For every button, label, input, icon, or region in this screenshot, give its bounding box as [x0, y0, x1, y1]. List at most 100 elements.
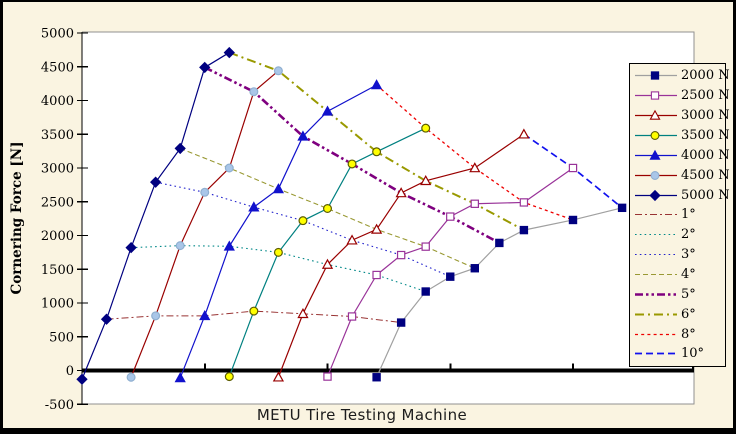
marker-2000-n	[495, 238, 504, 248]
legend-sample-2deg	[635, 234, 677, 236]
marker-4000-n	[223, 240, 235, 251]
legend-marker-4000-n	[649, 149, 661, 160]
legend-sample-2500-n	[635, 91, 677, 100]
marker-3500-n	[323, 204, 333, 214]
legend-sample-6deg	[635, 313, 677, 316]
y-tick-label: 500	[49, 330, 74, 345]
legend-item-2deg: 2°	[634, 226, 724, 244]
marker-3500-n	[224, 372, 234, 382]
marker-4000-n	[321, 105, 334, 116]
legend-item-2500-n: 2500 N	[634, 87, 730, 105]
marker-4500-n	[151, 311, 161, 321]
plot-area	[82, 32, 694, 404]
y-axis-title: Cornering Force [N]	[9, 141, 25, 295]
marker-3500-n	[347, 159, 357, 169]
legend-sample-3500-n	[635, 131, 677, 140]
marker-2000-n	[421, 287, 430, 296]
legend-marker-3500-n	[650, 131, 660, 140]
marker-5000-n	[100, 313, 113, 325]
marker-3000-n	[518, 128, 530, 139]
marker-4500-n	[249, 87, 259, 97]
marker-2000-n	[396, 318, 406, 327]
marker-2500-n	[519, 198, 529, 207]
marker-3500-n	[298, 216, 308, 226]
legend-item-6deg: 6°	[634, 305, 724, 323]
legend-sample-3deg	[635, 254, 677, 256]
marker-4000-n	[248, 201, 260, 212]
legend-sample-10deg	[635, 353, 677, 355]
legend-label-3000-n: 3000 N	[681, 108, 730, 124]
legend-label-2deg: 2°	[681, 227, 696, 243]
legend-item-4500-n: 4500 N	[634, 166, 730, 184]
marker-5000-n	[76, 373, 88, 385]
legend-item-10deg: 10°	[634, 345, 724, 363]
legend-marker-2500-n	[650, 91, 660, 100]
y-tick-label: 1500	[41, 263, 74, 278]
marker-2500-n	[396, 250, 406, 260]
legend-item-5deg: 5°	[634, 285, 724, 303]
marker-4500-n	[200, 187, 210, 197]
marker-3500-n	[249, 306, 259, 316]
marker-4000-n	[272, 183, 285, 194]
marker-3500-n	[372, 147, 382, 157]
marker-5000-n	[150, 176, 162, 188]
marker-2000-n	[519, 225, 529, 235]
legend-marker-2000-n	[650, 71, 660, 81]
marker-3000-n	[370, 223, 383, 234]
y-tick-label: 4500	[41, 60, 74, 75]
x-axis-title: METU Tire Testing Machine	[256, 406, 468, 424]
marker-3000-n	[395, 187, 407, 198]
marker-4000-n	[174, 372, 186, 383]
legend-sample-8deg	[635, 333, 677, 335]
legend-label-4500-n: 4500 N	[681, 167, 730, 183]
legend-item-5000-n: 5000 N	[634, 186, 730, 204]
legend-item-3000-n: 3000 N	[634, 107, 730, 125]
legend-sample-4000-n	[635, 149, 677, 160]
marker-2500-n	[470, 199, 480, 208]
angle-line-8deg	[376, 84, 574, 221]
legend-sample-2000-n	[635, 71, 677, 81]
marker-3000-n	[420, 174, 432, 186]
marker-2000-n	[617, 203, 627, 213]
y-tick-label: 2500	[41, 195, 74, 210]
legend-sample-5deg	[635, 293, 677, 296]
marker-3500-n	[421, 123, 431, 133]
marker-2000-n	[372, 373, 381, 382]
marker-4500-n	[175, 241, 185, 251]
marker-4000-n	[297, 130, 309, 141]
legend-sample-5000-n	[635, 189, 677, 201]
marker-2500-n	[568, 163, 578, 173]
marker-3000-n	[272, 371, 285, 382]
y-tick-label: 3000	[41, 162, 74, 177]
legend-sample-4500-n	[635, 170, 677, 180]
marker-3000-n	[297, 307, 309, 319]
legend-sample-3000-n	[635, 109, 677, 120]
legend-label-8deg: 8°	[681, 326, 696, 342]
y-tick-label: 5000	[41, 27, 74, 42]
legend-label-10deg: 10°	[681, 346, 705, 362]
legend-sample-1deg	[635, 214, 677, 216]
series-line-3500-n	[228, 127, 426, 377]
marker-5000-n	[174, 142, 186, 155]
legend-item-4deg: 4°	[634, 266, 724, 284]
legend-item-8deg: 8°	[634, 325, 724, 343]
legend-label-4000-n: 4000 N	[681, 147, 730, 163]
marker-3000-n	[321, 258, 334, 269]
y-tick-label: 2000	[41, 229, 74, 244]
legend-label-1deg: 1°	[681, 207, 696, 223]
legend-marker-5000-n	[649, 189, 661, 201]
legend-label-2500-n: 2500 N	[681, 88, 730, 104]
marker-2000-n	[446, 272, 455, 281]
legend-label-3500-n: 3500 N	[681, 128, 730, 143]
y-tick-label: 4000	[41, 94, 74, 109]
legend-marker-4500-n	[650, 170, 660, 180]
legend-item-3500-n: 3500 N	[634, 127, 730, 145]
legend-label-6deg: 6°	[681, 306, 696, 322]
marker-2500-n	[347, 312, 357, 321]
legend-label-4deg: 4°	[681, 267, 696, 283]
marker-3500-n	[273, 247, 283, 257]
marker-2500-n	[323, 372, 332, 381]
marker-2500-n	[372, 270, 381, 280]
